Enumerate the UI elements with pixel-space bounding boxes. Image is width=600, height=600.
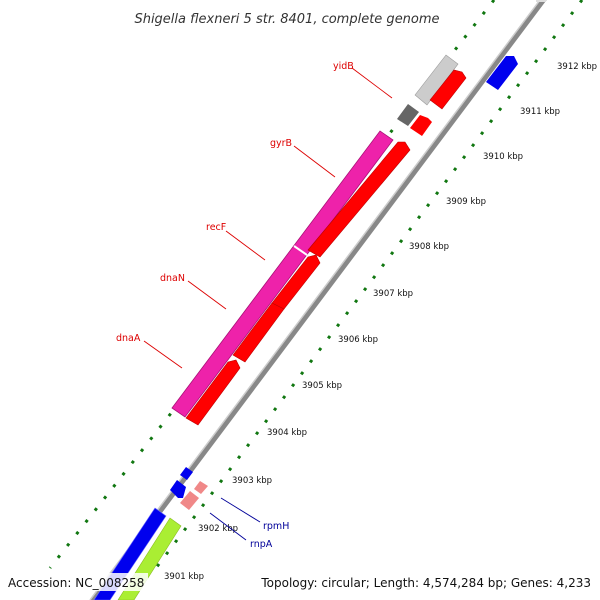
inner-tick-line [148,0,584,577]
gene-pink-boundary [293,245,308,256]
gene-white-fragment [536,0,546,2]
gene-label-yidb: yidB [333,61,354,72]
tick-label: 3902 kbp [198,524,238,534]
gene-label-gyrb: gyrB [270,138,292,149]
gene-label-rnpa: rnpA [250,539,273,550]
gene-label-dnan: dnaN [160,273,185,284]
gene-blue-outer [486,56,518,90]
gene-label-rpmh: rpmH [263,521,289,532]
tick-label: 3910 kbp [483,152,523,162]
tick-label: 3907 kbp [373,289,413,299]
footer-backdrop-right [256,573,596,591]
tick-label: 3903 kbp [232,476,272,486]
gene-light-pink-1 [194,481,208,494]
gene-labels: yidB gyrB recF dnaN dnaA rpmH rnpA [116,61,354,550]
genome-backbone-highlight [89,0,541,600]
leader-recf [225,230,266,261]
gene-gray-dark [397,104,419,126]
tick-label: 3912 kbp [557,62,597,72]
gene-red-6 [429,69,467,110]
gene-pink-large [171,130,394,418]
gene-blue-arrow [170,480,186,498]
genome-stats-text: Topology: circular; Length: 4,574,284 bp… [260,576,591,590]
gene-red-3 [271,254,321,310]
leader-yidb [351,67,393,99]
tick-label: 3901 kbp [164,572,204,582]
gene-gray-light [414,54,459,106]
gene-red-4 [307,141,411,258]
footer-backdrop-left [4,573,148,591]
gene-red-1 [185,359,241,426]
gene-label-dnaa: dnaA [116,333,141,344]
genome-backbone [90,0,547,600]
gene-red-5 [410,115,432,136]
accession-text: Accession: NC_008258 [8,576,144,590]
tick-label: 3904 kbp [267,428,307,438]
tick-label: 3905 kbp [302,381,342,391]
gene-blue-small [180,467,193,480]
tick-label: 3908 kbp [409,242,449,252]
leader-rnpa [209,512,247,541]
tick-label: 3911 kbp [520,107,560,117]
gene-light-pink-2 [180,491,199,510]
leader-gyrb [293,145,336,178]
reverse-strand-features [117,0,546,600]
tick-label: 3906 kbp [338,335,378,345]
tick-labels: 3912 kbp 3911 kbp 3910 kbp 3909 kbp 3908… [164,62,597,582]
tick-label: 3909 kbp [446,197,486,207]
gene-label-recf: recF [206,222,226,233]
forward-strand-features [93,54,459,600]
leader-rpmh [220,497,261,523]
leader-dnaa [143,340,183,369]
map-title: Shigella flexneri 5 str. 8401, complete … [134,12,439,27]
gene-label-leaders [143,67,393,541]
leader-dnan [187,280,227,310]
